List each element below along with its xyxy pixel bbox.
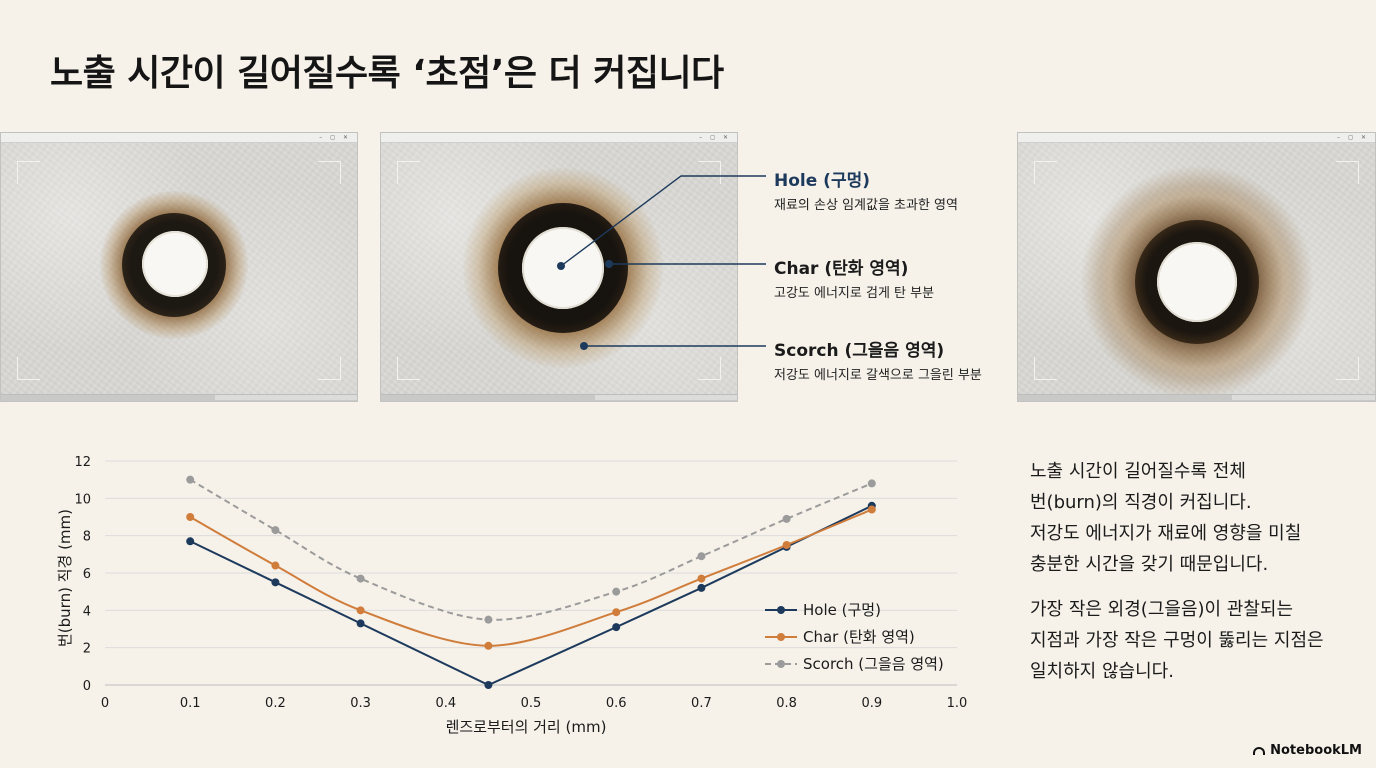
burn-photo-window-short: – ◻ ✕ — [0, 132, 358, 402]
x-tick-label: 0.6 — [606, 696, 627, 711]
notebooklm-brand: NotebookLM — [1253, 743, 1362, 758]
burn-diameter-chart: 0 2 4 6 8 10 12 0 0.1 0.2 0.3 0.4 0.5 0.6 0.7 0.8 0.9 1.0… — [56, 455, 968, 736]
paper-surface — [381, 143, 737, 394]
series-point-1 — [782, 541, 791, 549]
series-point-2 — [697, 552, 706, 561]
legend-label-0: Hole (구멍) — [803, 601, 881, 619]
series-point-1 — [697, 574, 706, 583]
series-point-2 — [612, 587, 621, 596]
series-point-2 — [782, 514, 791, 523]
series-point-1 — [271, 561, 280, 570]
window-controls[interactable]: – ◻ ✕ — [1337, 134, 1369, 141]
series-point-1 — [484, 641, 493, 650]
explanation-line: 충분한 시간을 갖기 때문입니다. — [1030, 554, 1269, 575]
explanation-line: 일치하지 않습니다. — [1030, 661, 1174, 682]
page-title: 노출 시간이 길어질수록 ‘초점’은 더 커집니다 — [50, 53, 724, 94]
x-tick-label: 1.0 — [947, 696, 968, 711]
paper-surface — [1018, 143, 1375, 400]
series-point-0 — [186, 537, 195, 546]
notebooklm-logo-icon — [1253, 746, 1266, 755]
series-line-2 — [189, 478, 873, 621]
explanation-line: 번(burn)의 직경이 커집니다. — [1030, 492, 1252, 513]
y-tick-label: 4 — [83, 604, 91, 619]
series-point-1 — [186, 513, 195, 521]
series-point-2 — [186, 475, 195, 484]
legend-marker-0 — [777, 606, 785, 614]
series-point-2 — [484, 615, 493, 624]
y-tick-label: 0 — [83, 679, 91, 694]
x-axis-title: 렌즈로부터의 거리 (mm) — [446, 718, 607, 736]
y-tick-label: 6 — [83, 567, 91, 582]
series-point-2 — [271, 526, 280, 535]
callout-scorch-desc: 저강도 에너지로 갈색으로 그을린 부분 — [774, 368, 982, 383]
window-controls[interactable]: – ◻ ✕ — [319, 134, 351, 141]
callout-hole-desc: 재료의 손상 임계값을 초과한 영역 — [774, 198, 958, 213]
callout-char-desc: 고강도 에너지로 검게 탄 부분 — [774, 286, 935, 301]
explanation-line: 지점과 가장 작은 구멍이 뚫리는 지점은 — [1030, 630, 1324, 651]
x-tick-label: 0.1 — [180, 696, 201, 711]
x-tick-label: 0 — [101, 696, 109, 711]
hole-center — [522, 227, 604, 309]
series-point-1 — [356, 606, 365, 615]
x-tick-label: 0.5 — [521, 696, 542, 711]
legend-marker-1 — [777, 633, 785, 641]
x-tick-label: 0.7 — [691, 696, 712, 711]
series-point-2 — [867, 479, 876, 488]
burn-photo-window-long: – ◻ ✕ — [1017, 132, 1376, 402]
explanation-line: 노출 시간이 길어질수록 전체 — [1030, 461, 1246, 482]
y-tick-label: 2 — [83, 642, 91, 657]
window-statusbar — [1, 394, 357, 401]
y-axis-title: 번(burn) 직경 (mm) — [56, 509, 74, 647]
y-tick-label: 10 — [74, 492, 91, 507]
x-tick-label: 0.8 — [776, 696, 797, 711]
series-point-1 — [867, 505, 876, 514]
series-point-1 — [612, 608, 621, 617]
y-tick-label: 12 — [74, 455, 91, 470]
legend-label-1: Char (탄화 영역) — [803, 628, 915, 646]
x-tick-label: 0.9 — [861, 696, 882, 711]
series-point-2 — [356, 574, 365, 583]
callout-hole-title: Hole (구멍) — [774, 171, 871, 191]
x-tick-label: 0.3 — [350, 696, 371, 711]
brand-label: NotebookLM — [1270, 743, 1362, 758]
series-point-0 — [271, 578, 280, 587]
x-tick-label: 0.2 — [265, 696, 286, 711]
window-statusbar — [381, 394, 737, 401]
series-point-0 — [356, 619, 365, 628]
y-tick-label: 8 — [83, 530, 91, 545]
series-point-0 — [612, 623, 621, 632]
series-point-0 — [484, 681, 493, 689]
series-line-0 — [189, 504, 873, 687]
window-titlebar: – ◻ ✕ — [1018, 133, 1375, 143]
series-line-1 — [189, 508, 873, 647]
explanation-line: 가장 작은 외경(그을음)이 관찰되는 — [1030, 599, 1294, 620]
series-point-0 — [697, 583, 706, 592]
window-statusbar — [1018, 394, 1375, 401]
hole-center — [1157, 242, 1237, 322]
explanation-line: 저강도 에너지가 재료에 영향을 미칠 — [1030, 523, 1302, 544]
x-tick-label: 0.4 — [435, 696, 456, 711]
callout-char-title: Char (탄화 영역) — [774, 259, 909, 279]
window-titlebar: – ◻ ✕ — [381, 133, 737, 143]
window-controls[interactable]: – ◻ ✕ — [699, 134, 731, 141]
callout-scorch-title: Scorch (그을음 영역) — [774, 341, 945, 361]
explanation-paragraph-2: 가장 작은 외경(그을음)이 관찰되는 지점과 가장 작은 구멍이 뚫리는 지점… — [1030, 594, 1360, 687]
window-titlebar: – ◻ ✕ — [1, 133, 357, 143]
legend-marker-2 — [777, 660, 785, 668]
burn-photo-window-medium: – ◻ ✕ — [380, 132, 738, 402]
legend-label-2: Scorch (그을음 영역) — [803, 655, 944, 673]
explanation-paragraph-1: 노출 시간이 길어질수록 전체 번(burn)의 직경이 커집니다. 저강도 에… — [1030, 456, 1360, 580]
hole-center — [142, 231, 208, 297]
paper-surface — [1, 143, 357, 394]
